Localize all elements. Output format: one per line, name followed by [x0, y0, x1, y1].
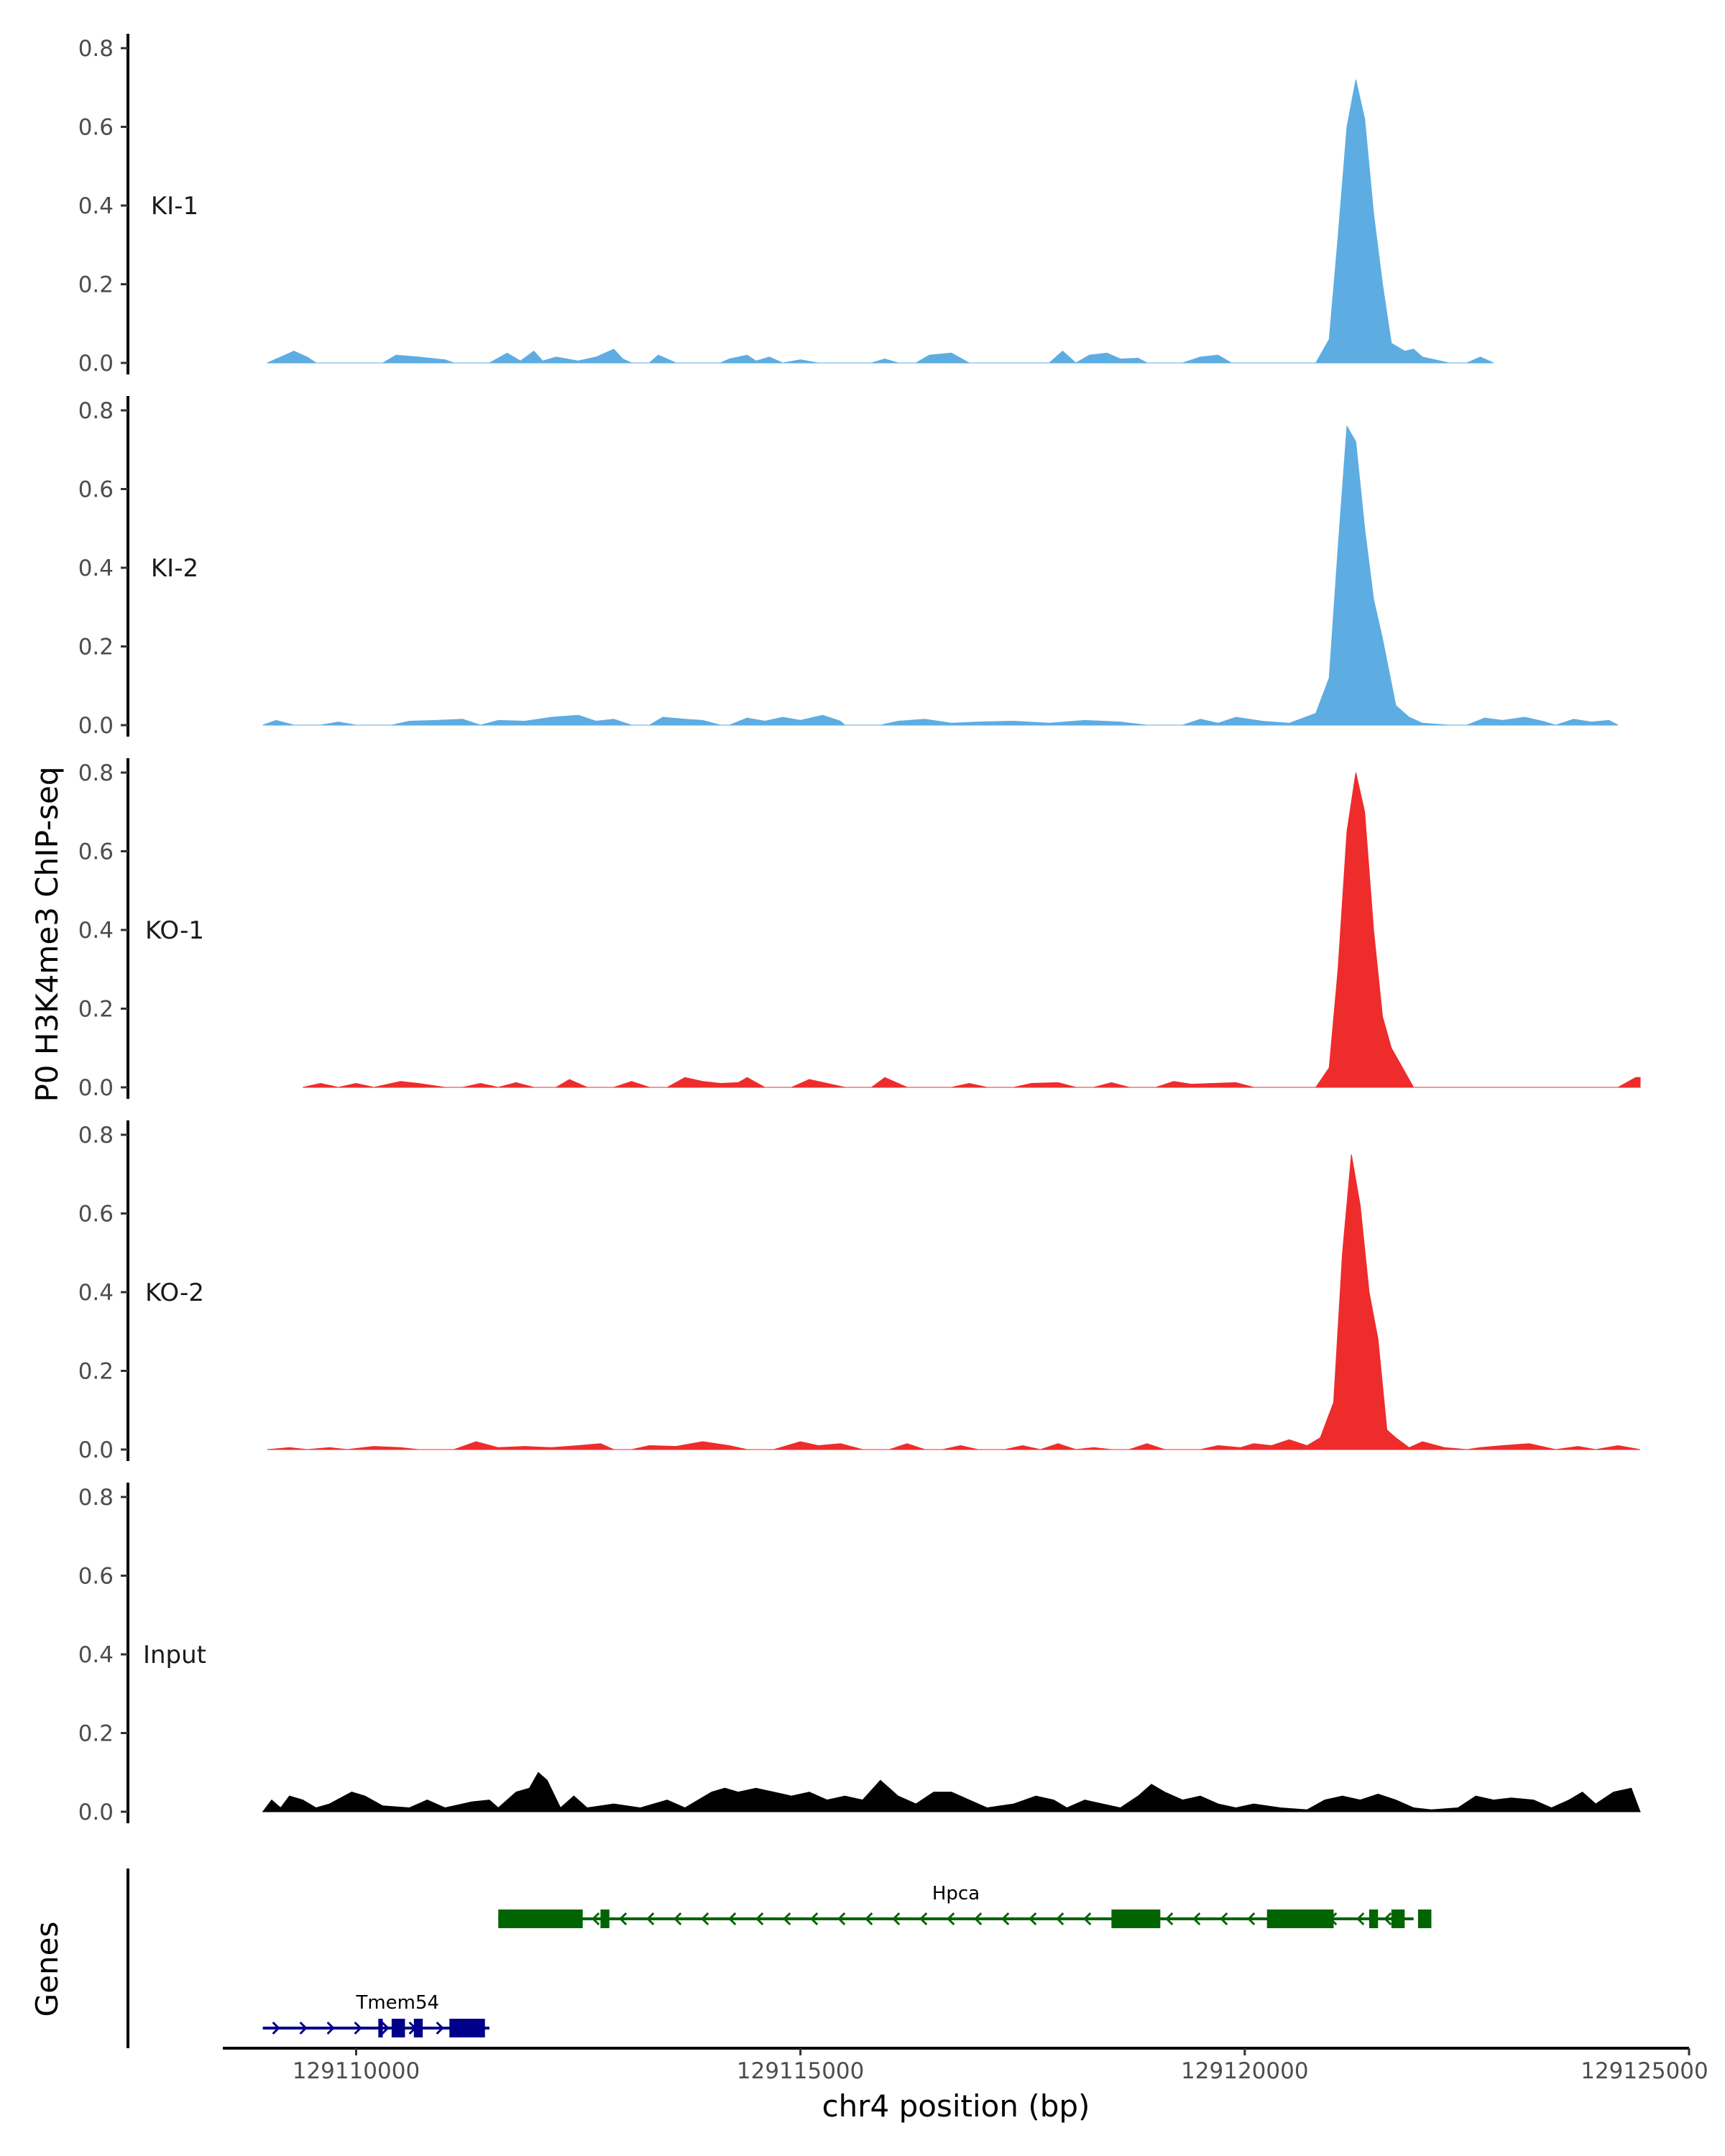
- strand-arrow: [755, 1912, 764, 1926]
- gene-label: Tmem54: [355, 1992, 439, 2014]
- strand-arrow: [1056, 1912, 1064, 1926]
- gene-exon: [1111, 1909, 1161, 1928]
- strand-arrow: [673, 1912, 682, 1926]
- x-axis-title: chr4 position (bp): [822, 2088, 1090, 2124]
- y-tick-label: 0.4: [78, 1280, 114, 1306]
- y-tick-label: 0.2: [78, 635, 114, 660]
- strand-arrow: [299, 2021, 308, 2035]
- strand-arrow: [646, 1912, 655, 1926]
- y-tick-label: 0.4: [78, 556, 114, 581]
- strand-arrow: [892, 1912, 901, 1926]
- y-tick-label: 0.8: [78, 36, 114, 62]
- y-tick-label: 0.6: [78, 839, 114, 865]
- strand-arrow: [1083, 1912, 1092, 1926]
- strand-arrow: [436, 2021, 444, 2035]
- y-tick-label: 0.2: [78, 1359, 114, 1385]
- y-tick-label: 0.6: [78, 115, 114, 141]
- gene-exon: [1391, 1909, 1405, 1928]
- strand-arrow: [1384, 1912, 1392, 1926]
- y-tick-label: 0.2: [78, 272, 114, 298]
- y-tick-label: 0.4: [78, 1642, 114, 1668]
- gene-label: Hpca: [932, 1883, 980, 1904]
- strand-arrow: [1001, 1912, 1010, 1926]
- strand-arrow: [326, 2021, 335, 2035]
- y-tick-label: 0.0: [78, 1437, 114, 1463]
- y-tick-label: 0.8: [78, 1485, 114, 1511]
- track-label: KI-1: [151, 192, 198, 221]
- signal-area: [267, 1154, 1641, 1450]
- strand-arrow: [1247, 1912, 1256, 1926]
- strand-arrow: [1165, 1912, 1174, 1926]
- gene-exon: [391, 2019, 405, 2037]
- strand-arrow: [1356, 1912, 1365, 1926]
- strand-arrow: [919, 1912, 928, 1926]
- y-tick-label: 0.0: [78, 1800, 114, 1825]
- track-label: KO-1: [145, 916, 204, 945]
- x-tick-label: 129125000: [1581, 2058, 1708, 2084]
- strand-arrow: [783, 1912, 791, 1926]
- track-label: Input: [143, 1641, 206, 1669]
- strand-arrow: [619, 1912, 627, 1926]
- y-axis-title: P0 H3K4me3 ChIP-seq: [29, 766, 65, 1102]
- gene-panel-label: Genes: [29, 1922, 65, 2017]
- strand-arrow: [1029, 1912, 1037, 1926]
- x-tick-label: 129110000: [293, 2058, 420, 2084]
- strand-arrow: [272, 2021, 280, 2035]
- track-label: KI-2: [151, 554, 198, 583]
- gene-exon: [1417, 1909, 1432, 1928]
- gene-exon: [600, 1909, 610, 1928]
- y-tick-label: 0.6: [78, 1564, 114, 1590]
- y-tick-label: 0.0: [78, 351, 114, 377]
- strand-arrow: [1220, 1912, 1228, 1926]
- gene-exon: [498, 1909, 583, 1928]
- signal-area: [303, 772, 1641, 1088]
- y-tick-label: 0.8: [78, 760, 114, 786]
- strand-arrow: [974, 1912, 983, 1926]
- strand-arrow: [837, 1912, 846, 1926]
- y-tick-label: 0.6: [78, 1202, 114, 1227]
- x-tick-label: 129120000: [1181, 2058, 1309, 2084]
- gene-exon: [1368, 1909, 1379, 1928]
- strand-arrow: [728, 1912, 737, 1926]
- strand-arrow: [865, 1912, 873, 1926]
- strand-arrow: [1192, 1912, 1201, 1926]
- y-tick-label: 0.8: [78, 398, 114, 424]
- gene-exon: [1266, 1909, 1334, 1928]
- y-tick-label: 0.4: [78, 193, 114, 219]
- signal-area: [262, 1772, 1641, 1812]
- track-label: KO-2: [145, 1279, 204, 1307]
- signal-area: [267, 79, 1494, 364]
- strand-arrow: [381, 2021, 390, 2035]
- strand-arrow: [701, 1912, 709, 1926]
- x-tick-label: 129115000: [737, 2058, 865, 2084]
- y-tick-label: 0.0: [78, 1075, 114, 1101]
- gene-exon: [449, 2019, 485, 2037]
- y-tick-label: 0.4: [78, 918, 114, 944]
- y-tick-label: 0.0: [78, 713, 114, 739]
- gene-exon: [378, 2019, 383, 2037]
- strand-arrow: [947, 1912, 955, 1926]
- y-tick-label: 0.8: [78, 1123, 114, 1148]
- strand-arrow: [592, 1912, 600, 1926]
- signal-area: [262, 425, 1619, 726]
- y-tick-label: 0.6: [78, 477, 114, 503]
- strand-arrow: [810, 1912, 819, 1926]
- y-tick-label: 0.2: [78, 1721, 114, 1747]
- gene-exon: [413, 2019, 423, 2037]
- y-tick-label: 0.2: [78, 997, 114, 1023]
- strand-arrow: [354, 2021, 362, 2035]
